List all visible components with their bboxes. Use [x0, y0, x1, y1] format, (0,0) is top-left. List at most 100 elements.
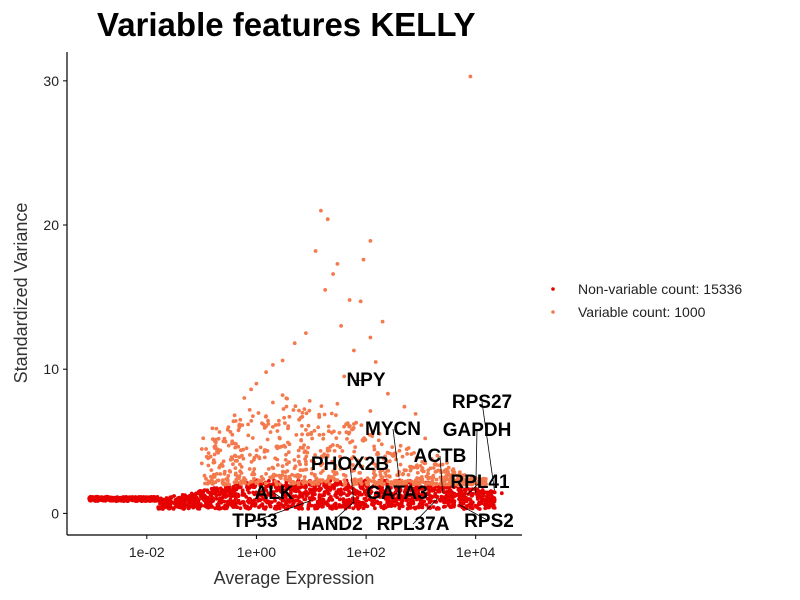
variable-density-point: [342, 482, 347, 486]
non-variable-density-point: [283, 495, 288, 499]
variable-density-point: [286, 424, 291, 428]
non-variable-density-point: [212, 486, 217, 491]
variable-density-point: [352, 468, 356, 473]
variable-density-point: [296, 454, 301, 459]
non-variable-density-point: [433, 487, 437, 492]
variable-density-point: [226, 474, 231, 478]
variable-density-point: [254, 448, 259, 453]
variable-density-point: [304, 411, 309, 416]
non-variable-density-point: [327, 491, 331, 496]
gene-label-phox2b: PHOX2B: [311, 454, 389, 475]
variable-density-point: [266, 418, 270, 423]
non-variable-density-point: [217, 496, 222, 501]
non-variable-density-point: [203, 500, 208, 505]
variable-point: [232, 413, 237, 418]
non-variable-density-point: [485, 491, 490, 495]
variable-density-point: [457, 477, 461, 482]
non-variable-density-point: [208, 505, 213, 509]
variable-point: [373, 360, 378, 364]
variable-density-point: [206, 479, 211, 484]
variable-density-point: [479, 480, 484, 484]
variable-density-point: [331, 469, 335, 474]
non-variable-point: [183, 498, 188, 503]
variable-point: [413, 412, 418, 416]
gene-label-actb: ACTB: [414, 446, 467, 467]
variable-point: [254, 453, 259, 458]
non-variable-density-point: [471, 492, 475, 496]
variable-density-point: [387, 459, 392, 464]
variable-density-point: [307, 408, 312, 413]
non-variable-density-point: [181, 500, 185, 505]
variable-density-point: [206, 463, 211, 468]
non-variable-density-point: [448, 505, 453, 509]
variable-density-point: [347, 430, 352, 435]
variable-density-point: [414, 456, 419, 461]
variable-point: [461, 474, 466, 478]
variable-point: [361, 257, 366, 262]
non-variable-density-point: [452, 493, 457, 498]
variable-point: [216, 450, 221, 455]
variable-density-point: [384, 460, 389, 464]
variable-density-point: [338, 445, 342, 450]
variable-density-point: [426, 471, 430, 476]
variable-density-point: [431, 466, 436, 470]
variable-density-point: [258, 445, 263, 450]
variable-point: [319, 208, 323, 213]
non-variable-density-point: [268, 503, 272, 507]
non-variable-point: [216, 489, 221, 494]
non-variable-density-point: [438, 498, 443, 503]
variable-density-point: [271, 400, 275, 405]
variable-point: [380, 319, 385, 324]
non-variable-density-point: [397, 490, 402, 495]
legend-marker-variable: [551, 310, 555, 314]
non-variable-density-point: [424, 503, 429, 507]
gene-label-gata3: GATA3: [366, 483, 428, 504]
non-variable-density-point: [222, 499, 227, 504]
non-variable-density-point: [168, 505, 173, 509]
x-tick-label: 1e+02: [346, 544, 386, 560]
variable-density-point: [321, 454, 326, 459]
variable-density-point: [265, 437, 270, 442]
variable-density-point: [322, 412, 327, 417]
variable-density-point: [238, 469, 243, 474]
variable-density-point: [344, 430, 349, 435]
non-variable-point: [390, 495, 395, 500]
annotation-leader: [458, 504, 490, 522]
variable-density-point: [290, 472, 294, 477]
variable-density-point: [338, 467, 343, 471]
variable-density-point: [220, 478, 225, 483]
variable-density-point: [287, 414, 292, 419]
variable-density-point: [262, 449, 267, 454]
variable-density-point: [381, 456, 386, 461]
non-variable-density-point: [348, 485, 353, 490]
non-variable-density-point: [351, 506, 356, 511]
non-variable-density-point: [253, 501, 258, 506]
non-variable-density-point: [420, 486, 425, 490]
annotation-leader: [439, 455, 444, 494]
non-variable-density-point: [357, 503, 362, 508]
non-variable-density-point: [279, 490, 283, 494]
variable-density-point: [204, 447, 209, 451]
non-variable-density-point: [257, 505, 261, 510]
non-variable-density-point: [343, 506, 348, 511]
non-variable-density-point: [356, 499, 361, 504]
variable-point: [380, 475, 385, 480]
variable-density-point: [301, 446, 305, 450]
variable-density-point: [434, 463, 439, 467]
variable-density-point: [357, 471, 362, 475]
non-variable-density-point: [378, 501, 382, 506]
non-variable-density-point: [246, 485, 250, 489]
variable-density-point: [252, 476, 256, 481]
variable-density-point: [214, 426, 219, 431]
variable-density-point: [214, 440, 218, 445]
variable-density-point: [306, 445, 310, 450]
variable-density-point: [264, 424, 268, 429]
non-variable-density-point: [411, 499, 416, 503]
non-variable-density-point: [436, 489, 441, 494]
variable-density-point: [318, 449, 323, 453]
non-variable-density-point: [387, 491, 391, 496]
variable-density-point: [372, 444, 376, 449]
non-variable-density-point: [241, 500, 246, 504]
annotation-leader: [349, 463, 355, 504]
annotation-leader: [481, 401, 495, 491]
